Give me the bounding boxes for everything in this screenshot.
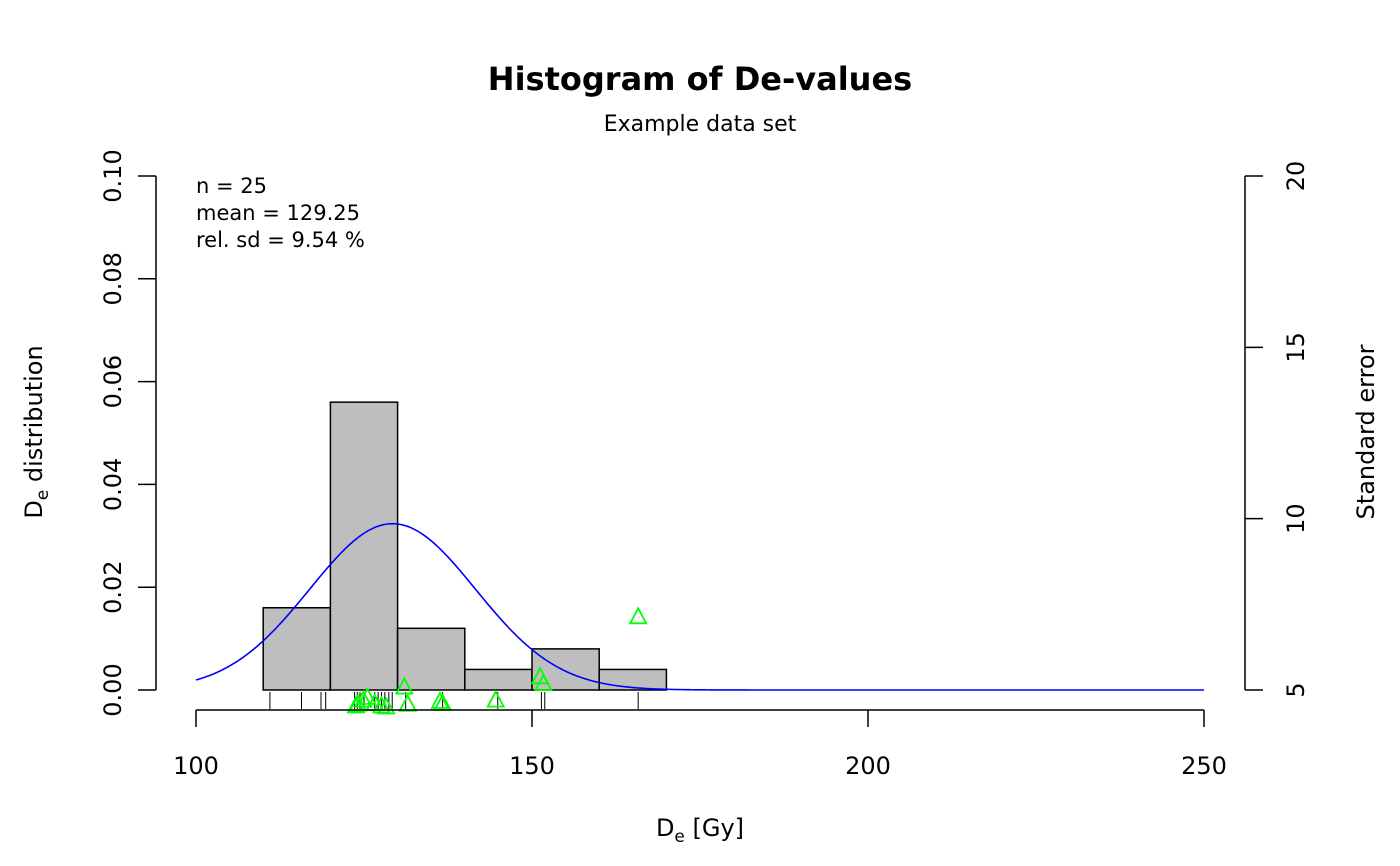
stats-block: n = 25 mean = 129.25 rel. sd = 9.54 % <box>196 174 365 252</box>
y-tick-label-right: 5 <box>1282 682 1310 697</box>
standard-error-point <box>398 693 418 712</box>
y-tick-label-left: 0.10 <box>99 149 127 202</box>
histogram-bar <box>262 607 332 691</box>
y-tick-label-left: 0.06 <box>99 355 127 408</box>
x-tick-label: 200 <box>845 752 891 780</box>
y-tick-label-left: 0.04 <box>99 458 127 511</box>
histogram-bar <box>396 627 466 691</box>
y-tick-label-right: 15 <box>1282 332 1310 363</box>
histogram-bar <box>464 668 533 691</box>
normal-curve-layer <box>195 522 1204 691</box>
x-axis-label: De [Gy] <box>656 814 744 847</box>
chart-title: Histogram of De-values <box>488 60 912 98</box>
y-tick-label-right: 10 <box>1282 503 1310 534</box>
histogram-bar <box>329 401 399 691</box>
standard-error-point <box>430 691 450 709</box>
standard-error-point <box>394 676 414 695</box>
standard-error-point <box>486 689 506 708</box>
standard-error-point <box>357 686 377 705</box>
stat-line: rel. sd = 9.54 % <box>196 228 365 252</box>
standard-error-point <box>346 695 366 714</box>
y-tick-label-left: 0.08 <box>99 252 127 305</box>
y-axis-label-right: Standard error <box>1352 344 1380 519</box>
x-axis: 100 150 200 250 <box>173 709 1227 780</box>
y-axis-right: 5 10 15 20 <box>1244 161 1310 698</box>
standard-error-point <box>353 689 373 708</box>
y-tick-label-left: 0.00 <box>99 663 127 716</box>
y-axis-label-left: De distribution <box>20 345 53 518</box>
standard-error-point <box>376 696 396 715</box>
standard-error-point <box>371 695 391 714</box>
y-axis-left: 0.00 0.02 0.04 0.06 0.08 0.10 <box>99 149 157 717</box>
y-tick-label-right: 20 <box>1282 161 1310 192</box>
rug-marks <box>269 692 639 709</box>
standard-error-point <box>533 673 553 692</box>
histogram-bars <box>262 401 668 691</box>
stat-line: mean = 129.25 <box>196 201 360 225</box>
x-tick-label: 150 <box>509 752 555 780</box>
normal-curve <box>195 522 1204 691</box>
chart-subtitle: Example data set <box>604 112 797 137</box>
y-tick-label-left: 0.02 <box>99 560 127 613</box>
standard-error-point <box>628 606 648 625</box>
stat-line: n = 25 <box>196 174 267 198</box>
x-tick-label: 100 <box>173 752 219 780</box>
x-tick-label: 250 <box>1181 752 1227 780</box>
